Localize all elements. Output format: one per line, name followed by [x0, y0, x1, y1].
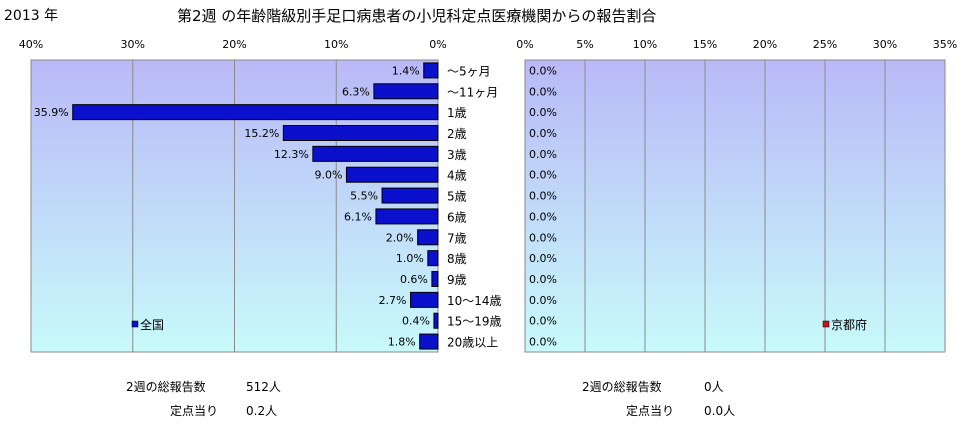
- kyoto-bar-label: 0.0%: [529, 273, 557, 286]
- kyoto-x-tick-label: 20%: [753, 38, 777, 51]
- age-category-label: 5歳: [447, 190, 467, 204]
- kyoto-bar-label: 0.0%: [529, 85, 557, 98]
- kyoto-bar-label: 0.0%: [529, 294, 557, 307]
- national-bar-label: 15.2%: [244, 127, 279, 140]
- national-bar-label: 0.6%: [400, 273, 428, 286]
- age-category-label: 2歳: [447, 127, 467, 141]
- national-bar: [72, 104, 439, 121]
- national-x-tick-label: 0%: [429, 38, 446, 51]
- national-bar: [433, 312, 439, 329]
- national-bar-label: 1.4%: [392, 64, 420, 77]
- national-legend-swatch: [131, 320, 139, 328]
- year-label: 2013 年: [4, 8, 59, 24]
- kyoto-per-label: 定点当り: [626, 404, 675, 418]
- national-bar-label: 6.3%: [342, 85, 370, 98]
- age-category-label: 8歳: [447, 252, 467, 266]
- chart-title: 第2週 の年齢階級別手足口病患者の小児科定点医療機関からの報告割合: [177, 7, 657, 25]
- national-total-label: 2週の総報告数: [126, 380, 206, 394]
- national-x-tick-label: 20%: [222, 38, 246, 51]
- national-bar: [427, 250, 439, 267]
- kyoto-x-tick-label: 5%: [576, 38, 593, 51]
- national-bar: [345, 166, 439, 183]
- age-category-label: 15～19歳: [447, 315, 502, 329]
- national-bar-label: 5.5%: [350, 190, 378, 203]
- kyoto-bar-label: 0.0%: [529, 190, 557, 203]
- national-bar-label: 12.3%: [274, 148, 309, 161]
- age-category-label: ～5ヶ月: [447, 64, 491, 78]
- age-category-label: 4歳: [447, 169, 467, 183]
- kyoto-chart: 0% 5% 10% 15% 20% 25% 30% 35% 0.0% 0.0% 0.0% 0.0% 0.…: [516, 38, 957, 353]
- kyoto-bar-label: 0.0%: [529, 127, 557, 140]
- age-category-label: ～11ヶ月: [447, 85, 498, 99]
- kyoto-plot-area: [525, 60, 945, 352]
- kyoto-bar-label: 0.0%: [529, 231, 557, 244]
- kyoto-bar-label: 0.0%: [529, 106, 557, 119]
- kyoto-legend-swatch: [822, 320, 830, 328]
- kyoto-per-value: 0.0人: [704, 404, 736, 418]
- national-legend-label: 全国: [140, 317, 164, 332]
- kyoto-bar-label: 0.0%: [529, 64, 557, 77]
- national-bar-label: 0.4%: [402, 315, 430, 328]
- kyoto-x-tick-label: 10%: [633, 38, 657, 51]
- kyoto-total-value: 0人: [704, 380, 724, 394]
- kyoto-plot-border: [524, 59, 946, 353]
- national-bar: [410, 291, 439, 308]
- national-chart: 40% 30% 20% 10% 0% 1.4% ～5ヶ月 6.3% ～11ヶ月 35.9% 1歳 15…: [19, 38, 502, 353]
- kyoto-bar-label: 0.0%: [529, 210, 557, 223]
- national-bar: [312, 145, 439, 162]
- national-per-value: 0.2人: [246, 404, 278, 418]
- kyoto-bar-label: 0.0%: [529, 336, 557, 349]
- kyoto-x-tick-label: 15%: [693, 38, 717, 51]
- kyoto-bar-label: 0.0%: [529, 252, 557, 265]
- national-bar: [419, 333, 439, 350]
- kyoto-total-label: 2週の総報告数: [582, 380, 662, 394]
- national-bar-label: 6.1%: [344, 210, 372, 223]
- national-bar: [381, 187, 439, 204]
- kyoto-x-tick-label: 30%: [873, 38, 897, 51]
- age-category-label: 10～14歳: [447, 294, 502, 308]
- age-category-label: 6歳: [447, 210, 467, 224]
- national-bar: [282, 125, 439, 141]
- kyoto-x-tick-label: 0%: [516, 38, 533, 51]
- national-x-tick-label: 30%: [121, 38, 145, 51]
- national-bar-label: 1.0%: [396, 252, 424, 265]
- kyoto-bar-label: 0.0%: [529, 148, 557, 161]
- age-category-label: 20歳以上: [447, 336, 498, 350]
- national-bar-label: 9.0%: [314, 169, 342, 182]
- kyoto-x-tick-label: 35%: [933, 38, 957, 51]
- national-bar-label: 35.9%: [34, 106, 69, 119]
- kyoto-legend-label: 京都府: [831, 317, 867, 332]
- national-bar-label: 2.7%: [379, 294, 407, 307]
- national-bar: [423, 62, 439, 79]
- age-category-label: 7歳: [447, 231, 467, 245]
- national-bar: [375, 208, 439, 225]
- age-category-label: 3歳: [447, 148, 467, 162]
- national-bar-label: 1.8%: [388, 336, 416, 349]
- national-plot-border: [30, 59, 439, 353]
- national-bar: [373, 83, 439, 100]
- kyoto-bar-label: 0.0%: [529, 315, 557, 328]
- national-per-label: 定点当り: [170, 404, 219, 418]
- national-bar: [417, 229, 439, 246]
- national-x-tick-label: 40%: [19, 38, 43, 51]
- national-total-value: 512人: [246, 380, 281, 394]
- kyoto-bar-label: 0.0%: [529, 169, 557, 182]
- national-x-tick-label: 10%: [324, 38, 348, 51]
- national-bar: [431, 271, 439, 287]
- kyoto-x-tick-label: 25%: [813, 38, 837, 51]
- national-bar-label: 2.0%: [386, 231, 414, 244]
- age-category-label: 9歳: [447, 273, 467, 287]
- age-category-label: 1歳: [447, 106, 467, 120]
